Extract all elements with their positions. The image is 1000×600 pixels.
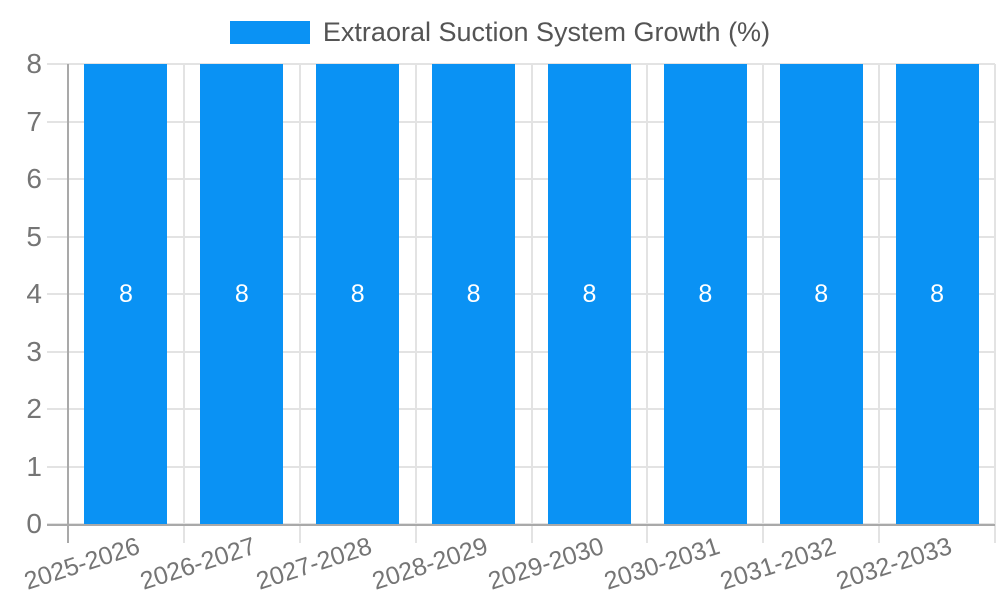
x-tick-label: 2030-2031 xyxy=(600,532,723,596)
bar: 8 xyxy=(663,64,747,524)
legend-swatch xyxy=(229,20,310,44)
bar: 8 xyxy=(200,64,284,524)
y-tick-label: 2 xyxy=(26,393,42,424)
y-tick-label: 3 xyxy=(26,335,42,367)
y-tick-label: 5 xyxy=(26,220,42,252)
chart-legend: Extraoral Suction System Growth (%) xyxy=(0,14,1000,50)
x-gridline xyxy=(878,64,881,543)
x-tick-label: 2031-2032 xyxy=(716,532,839,596)
bar: 8 xyxy=(316,64,400,524)
bar: 8 xyxy=(895,64,979,524)
y-tick-label: 4 xyxy=(26,278,42,309)
y-gridline xyxy=(47,293,995,295)
y-gridline xyxy=(47,178,995,180)
y-tick-label: 7 xyxy=(26,105,42,137)
x-tick-label: 2026-2027 xyxy=(137,532,260,596)
x-gridline xyxy=(646,64,649,543)
bar-value-label: 8 xyxy=(118,279,133,308)
bar: 8 xyxy=(84,64,168,524)
bar: 8 xyxy=(779,64,863,524)
x-gridline xyxy=(530,64,533,543)
bar: 8 xyxy=(547,64,631,524)
bar-value-label: 8 xyxy=(814,279,829,308)
x-gridline xyxy=(762,64,765,543)
y-gridline xyxy=(47,465,995,468)
legend-label: Extraoral Suction System Growth (%) xyxy=(322,16,771,47)
x-gridline xyxy=(994,64,996,543)
bar-value-label: 8 xyxy=(698,279,713,308)
y-tick-label: 0 xyxy=(26,508,42,539)
y-tick-label: 8 xyxy=(26,48,42,79)
bar-value-label: 8 xyxy=(466,279,481,308)
y-tick-label: 6 xyxy=(26,163,42,194)
x-tick-label: 2028-2029 xyxy=(368,532,492,596)
y-tick-label: 1 xyxy=(26,450,42,482)
y-gridline xyxy=(47,350,995,353)
y-gridline xyxy=(47,63,995,65)
bar-value-label: 8 xyxy=(582,279,597,308)
x-tick-label: 2025-2026 xyxy=(21,532,144,596)
bar-value-label: 8 xyxy=(930,279,945,308)
x-axis-line xyxy=(47,524,995,526)
y-gridline xyxy=(47,120,995,123)
bar: 8 xyxy=(432,64,516,524)
x-tick-label: 2029-2030 xyxy=(484,532,608,596)
x-gridline xyxy=(298,64,301,543)
x-tick-label: 2032-2033 xyxy=(832,532,955,596)
x-gridline xyxy=(182,64,185,543)
bar-value-label: 8 xyxy=(234,279,249,308)
y-gridline xyxy=(47,235,995,238)
bar-value-label: 8 xyxy=(350,279,365,308)
y-axis-line xyxy=(67,64,69,543)
y-gridline xyxy=(47,408,995,410)
x-gridline xyxy=(414,64,417,543)
x-tick-label: 2027-2028 xyxy=(252,532,376,596)
